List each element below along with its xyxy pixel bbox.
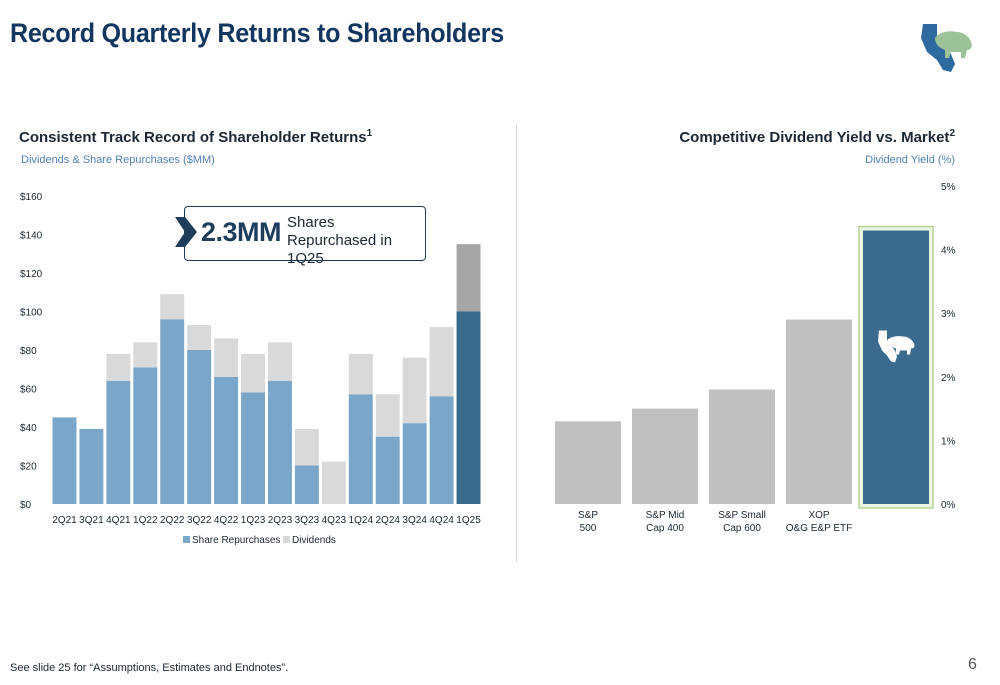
footnote: See slide 25 for “Assumptions, Estimates…: [10, 662, 289, 674]
left-chart-subtitle: Dividends & Share Repurchases ($MM): [21, 154, 215, 166]
legend-swatch: [183, 536, 190, 543]
x-tick-label: 1Q22: [133, 515, 158, 526]
x-tick-label: 3Q23: [295, 515, 320, 526]
bar-share-repurchases: [106, 380, 131, 504]
bar-dividends: [106, 353, 131, 381]
x-tick-label: 3Q21: [79, 515, 104, 526]
bar-dividends: [133, 342, 158, 368]
bar-dividends: [187, 324, 212, 350]
x-tick-label: 3Q24: [402, 515, 427, 526]
page-title: Record Quarterly Returns to Shareholders: [10, 18, 504, 48]
bar-share-repurchases: [79, 428, 104, 504]
y-tick-label: $80: [20, 346, 37, 357]
bar-share-repurchases: [375, 436, 400, 504]
bar-share-repurchases: [187, 350, 212, 504]
bar-dividends: [214, 338, 239, 377]
dividend-yield-chart: 0% 1% 2% 3% 4% 5% S&P 500 S&P Mid Cap 400 S&P Smal…: [555, 182, 956, 534]
bar-dividends: [268, 342, 292, 381]
right-chart-subtitle: Dividend Yield (%): [865, 154, 955, 166]
y-tick-label: $40: [20, 423, 37, 434]
x-tick-label: 3Q22: [187, 515, 212, 526]
x-tick-label: 4Q21: [106, 515, 131, 526]
bar-dividends: [294, 428, 319, 466]
x-tick-label: S&P: [578, 510, 598, 521]
bar-dividends: [429, 326, 454, 397]
bar-share-repurchases: [241, 392, 265, 504]
chart-divider: [516, 125, 517, 562]
callout-text: Shares Repurchased in 1Q25: [287, 214, 393, 267]
y-tick-label: 2%: [941, 373, 956, 384]
x-tick-label: 2Q21: [52, 515, 77, 526]
legend-swatch: [283, 536, 290, 543]
x-tick-label: Cap 600: [723, 523, 761, 534]
chevron-right-icon: [175, 217, 197, 247]
repurchase-callout: 2.3MM Shares Repurchased in 1Q25: [175, 206, 426, 267]
california-bear-logo-icon: [921, 24, 972, 72]
x-tick-label: 2Q24: [375, 515, 400, 526]
y-tick-label: $60: [20, 385, 37, 396]
callout-value: 2.3MM: [201, 217, 282, 247]
bar-dividends: [348, 353, 373, 395]
y-tick-label: $160: [20, 192, 43, 203]
bar-share-repurchases: [402, 423, 427, 504]
legend-label: Share Repurchases: [192, 535, 280, 546]
bar-share-repurchases: [348, 394, 373, 504]
bar-dividend-yield: [786, 319, 852, 504]
bar-share-repurchases: [160, 319, 185, 504]
x-tick-label: 4Q23: [322, 515, 347, 526]
x-tick-label: 1Q25: [456, 515, 481, 526]
bar-dividends: [321, 461, 346, 504]
legend-label: Dividends: [292, 535, 336, 546]
bar-dividends: [402, 357, 427, 424]
x-tick-label: 4Q24: [429, 515, 454, 526]
bar-dividend-yield: [555, 421, 621, 504]
bar-share-repurchases: [214, 376, 239, 504]
y-tick-label: 1%: [941, 436, 956, 447]
x-tick-label: 1Q23: [241, 515, 266, 526]
x-tick-label: O&G E&P ETF: [786, 523, 853, 534]
x-tick-label: 2Q22: [160, 515, 185, 526]
bar-share-repurchases: [268, 380, 292, 504]
bar-dividends: [375, 394, 400, 437]
california-bear-icon: [878, 330, 915, 363]
x-tick-label: 4Q22: [214, 515, 239, 526]
left-chart-title: Consistent Track Record of Shareholder R…: [19, 128, 373, 146]
bar-share-repurchases: [456, 311, 481, 504]
bear-shape: [887, 336, 915, 355]
x-tick-label: Cap 400: [646, 523, 684, 534]
x-tick-label: 2Q23: [268, 515, 293, 526]
y-tick-label: 3%: [941, 309, 956, 320]
bar-dividend-yield: [709, 389, 775, 504]
bar-share-repurchases: [294, 465, 319, 504]
y-tick-label: $0: [20, 500, 32, 511]
california-shape: [878, 330, 897, 363]
bar-share-repurchases: [429, 396, 454, 504]
x-tick-label: 500: [580, 523, 597, 534]
bar-dividends: [456, 244, 481, 312]
y-tick-label: $100: [20, 308, 43, 319]
bar-share-repurchases: [52, 417, 77, 504]
y-tick-label: $120: [20, 269, 43, 280]
right-chart-title: Competitive Dividend Yield vs. Market2: [679, 128, 955, 146]
bar-dividends: [160, 294, 185, 320]
x-tick-label: S&P Small: [718, 510, 766, 521]
bar-dividends: [241, 353, 265, 393]
y-tick-label: 0%: [941, 500, 956, 511]
bar-dividend-yield: [863, 230, 929, 504]
bar-dividend-yield: [632, 408, 698, 504]
x-tick-label: S&P Mid: [646, 510, 685, 521]
y-tick-label: $140: [20, 231, 43, 242]
x-tick-label: XOP: [808, 510, 829, 521]
y-tick-label: 4%: [941, 246, 956, 257]
y-tick-label: $20: [20, 462, 37, 473]
page-number: 6: [968, 656, 977, 673]
bar-share-repurchases: [133, 367, 158, 504]
x-tick-label: 1Q24: [349, 515, 374, 526]
y-tick-label: 5%: [941, 182, 956, 193]
